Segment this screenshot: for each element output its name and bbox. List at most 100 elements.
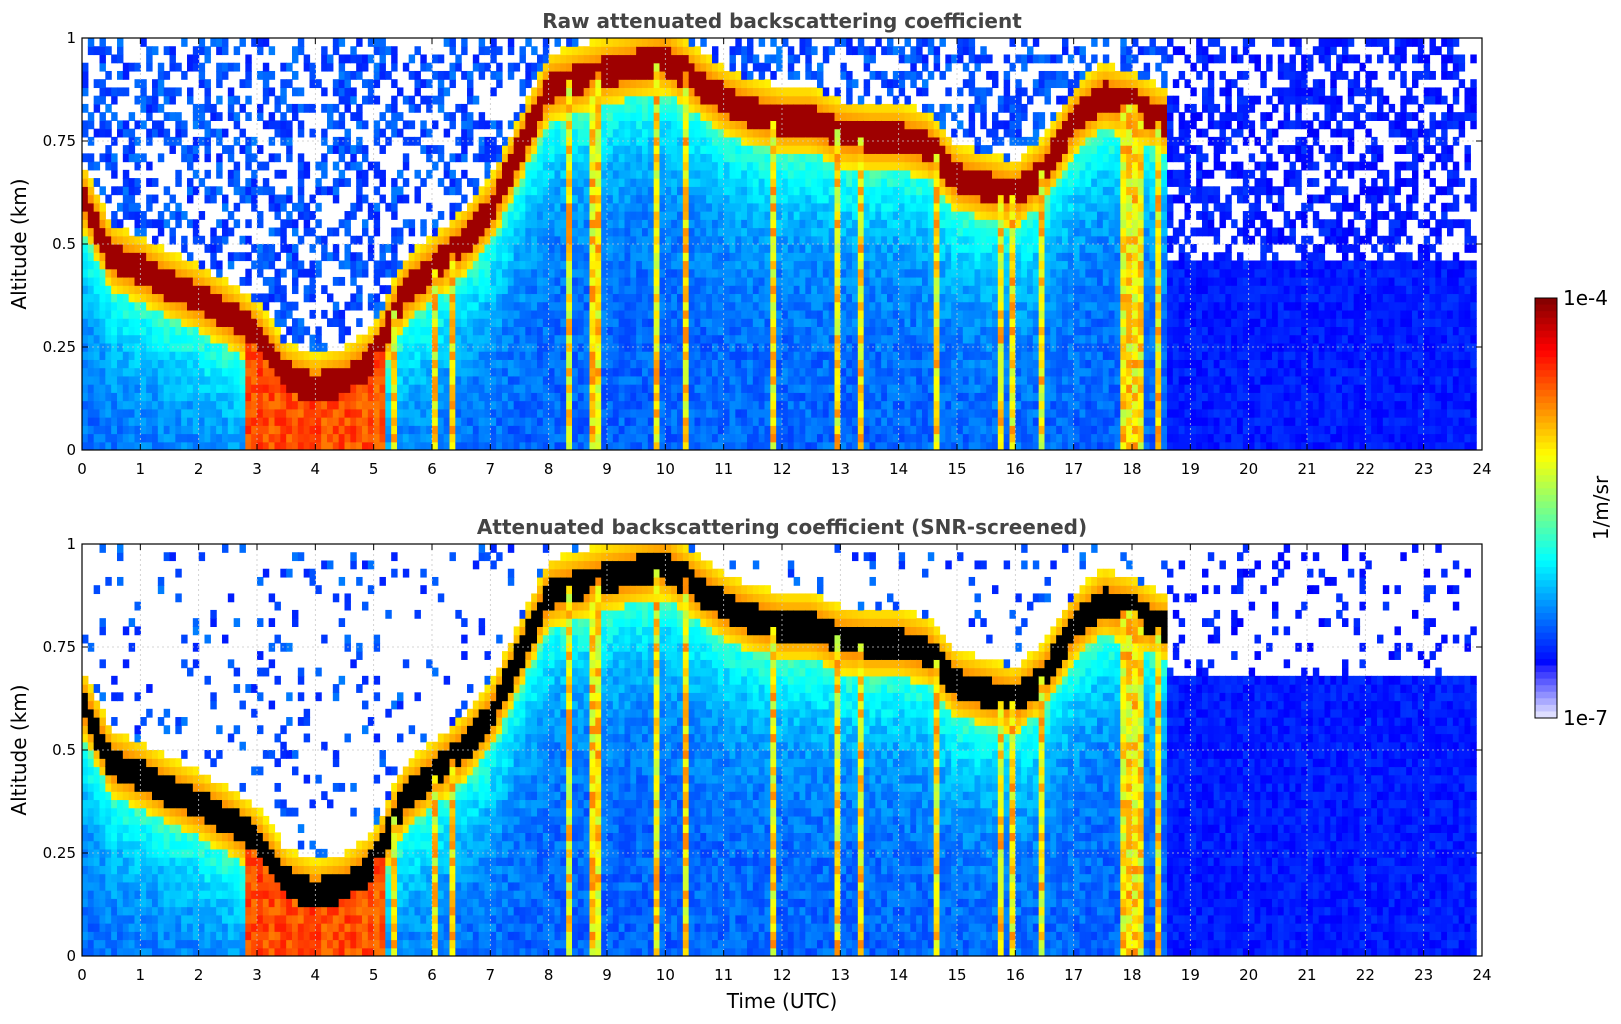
heatmap-cell — [391, 268, 398, 278]
heatmap-cell — [414, 309, 421, 319]
heatmap-cell — [612, 161, 620, 171]
heatmap-cell — [787, 285, 795, 295]
heatmap-cell — [630, 293, 637, 303]
heatmap-cell — [589, 384, 596, 393]
heatmap-cell — [700, 235, 707, 245]
heatmap-cell — [770, 268, 777, 278]
heatmap-cell — [787, 276, 795, 286]
heatmap-cell — [420, 79, 427, 89]
heatmap-cell — [665, 178, 672, 187]
heatmap-cell — [204, 326, 211, 336]
heatmap-cell — [105, 375, 112, 385]
heatmap-cell — [93, 417, 101, 426]
heatmap-cell — [741, 252, 748, 262]
heatmap-cell — [268, 384, 276, 393]
heatmap-cell — [647, 276, 655, 286]
heatmap-cell — [152, 359, 159, 369]
heatmap-cell — [700, 227, 707, 237]
heatmap-cell — [612, 62, 620, 72]
heatmap-cell — [367, 408, 375, 418]
heatmap-cell — [572, 342, 579, 352]
heatmap-cell — [181, 70, 188, 80]
heatmap-cell — [350, 433, 357, 443]
heatmap-cell — [729, 87, 736, 97]
heatmap-cell — [449, 326, 456, 336]
heatmap-cell — [140, 95, 147, 105]
heatmap-cell — [653, 441, 661, 450]
heatmap-cell — [437, 260, 445, 270]
heatmap-cell — [134, 252, 141, 262]
heatmap-cell — [187, 87, 194, 97]
heatmap-cell — [443, 244, 451, 253]
heatmap-cell — [292, 112, 299, 121]
heatmap-cell — [647, 334, 655, 344]
heatmap-cell — [723, 433, 731, 443]
heatmap-cell — [391, 318, 398, 327]
heatmap-cell — [163, 367, 171, 377]
heatmap-cell — [688, 433, 696, 443]
heatmap-cell — [163, 87, 171, 97]
heatmap-cell — [169, 408, 176, 418]
heatmap-cell — [665, 153, 672, 163]
heatmap-cell — [408, 227, 416, 237]
heatmap-cell — [93, 384, 101, 393]
heatmap-cell — [607, 400, 614, 410]
heatmap-cell — [688, 318, 696, 327]
heatmap-cell — [262, 351, 270, 360]
heatmap-cell — [752, 186, 760, 196]
heatmap-cell — [286, 128, 293, 138]
heatmap-cell — [496, 326, 503, 336]
heatmap-cell — [677, 433, 684, 443]
heatmap-cell — [192, 408, 200, 418]
heatmap-cell — [472, 441, 480, 450]
heatmap-cell — [408, 417, 416, 426]
heatmap-cell — [636, 285, 643, 295]
heatmap-cell — [408, 408, 416, 418]
heatmap-cell — [577, 301, 585, 311]
heatmap-cell — [455, 400, 462, 410]
heatmap-cell — [478, 318, 486, 327]
heatmap-cell — [747, 309, 754, 319]
heatmap-cell — [204, 408, 211, 418]
heatmap-cell — [210, 367, 217, 377]
heatmap-cell — [321, 400, 328, 410]
heatmap-cell — [677, 408, 684, 418]
heatmap-cell — [531, 136, 538, 146]
heatmap-cell — [356, 408, 363, 418]
heatmap-cell — [140, 103, 147, 113]
heatmap-cell — [572, 433, 579, 443]
heatmap-cell — [782, 334, 789, 344]
heatmap-cell — [642, 318, 649, 327]
heatmap-cell — [717, 169, 725, 179]
heatmap-cell — [484, 384, 491, 393]
heatmap-cell — [688, 260, 696, 270]
heatmap-cell — [99, 417, 106, 426]
heatmap-cell — [437, 301, 445, 311]
heatmap-cell — [402, 62, 410, 72]
heatmap-cell — [758, 334, 766, 344]
heatmap-cell — [490, 46, 497, 56]
heatmap-cell — [764, 235, 771, 245]
heatmap-cell — [618, 169, 626, 179]
heatmap-cell — [111, 252, 118, 262]
heatmap-cell — [490, 211, 497, 220]
heatmap-cell — [694, 244, 701, 253]
heatmap-cell — [379, 433, 386, 443]
heatmap-cell — [554, 235, 561, 245]
heatmap-cell — [268, 70, 276, 80]
heatmap-cell — [309, 62, 316, 72]
heatmap-cell — [157, 392, 165, 402]
heatmap-cell — [262, 252, 270, 262]
heatmap-cell — [758, 112, 766, 121]
heatmap-cell — [577, 112, 585, 121]
heatmap-cell — [752, 219, 760, 229]
heatmap-cell — [455, 268, 462, 278]
heatmap-cell — [577, 62, 585, 72]
heatmap-cell — [548, 145, 556, 154]
heatmap-cell — [793, 186, 801, 196]
heatmap-cell — [519, 417, 526, 426]
heatmap-cell — [472, 211, 480, 220]
heatmap-cell — [87, 202, 95, 212]
heatmap-cell — [461, 276, 468, 286]
heatmap-cell — [292, 392, 299, 402]
